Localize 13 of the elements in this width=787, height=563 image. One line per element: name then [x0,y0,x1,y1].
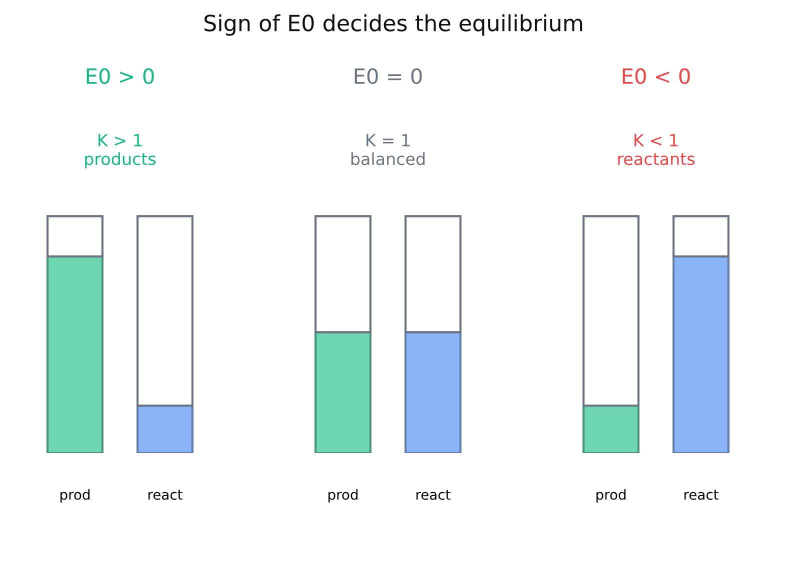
x-tick-label: react [684,490,718,500]
chart-title: E0 > 0 [86,68,154,84]
chart-title: E0 = 0 [354,68,422,84]
chart-subtitle: K > 1 products [85,134,156,168]
x-tick-label: react [416,490,450,500]
x-tick-label: prod [328,489,358,503]
text: Sign of E0 decides the equilibrium [204,14,582,36]
chart-subtitle: K = 1 balanced [351,134,425,166]
chart-title: E0 < 0 [622,68,690,84]
x-tick-label: react [148,490,182,500]
x-tick-label: prod [596,489,626,503]
chart-subtitle: K < 1 reactants [618,134,695,166]
x-tick-label: prod [60,489,90,503]
